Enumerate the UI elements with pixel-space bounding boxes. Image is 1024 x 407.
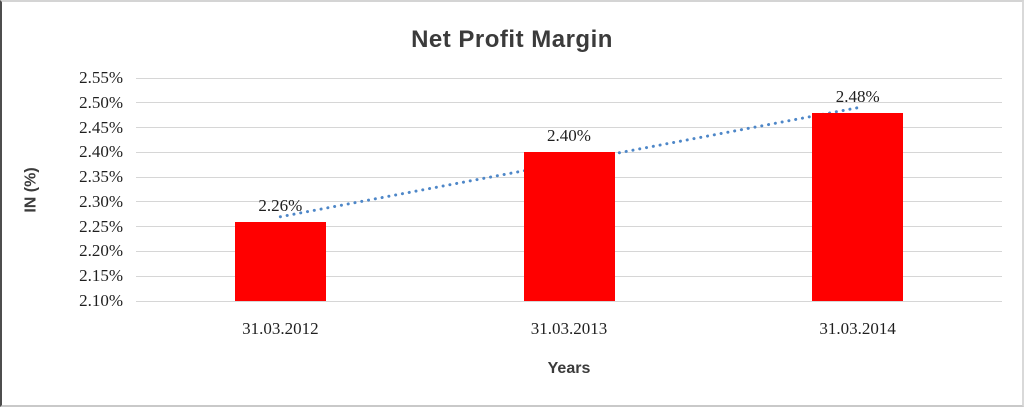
data-label: 2.48%: [835, 86, 880, 106]
bar: [234, 221, 326, 301]
y-tick-label: 2.15%: [79, 266, 123, 286]
y-tick-label: 2.50%: [79, 92, 123, 112]
y-tick-label: 2.30%: [79, 191, 123, 211]
chart-title: Net Profit Margin: [411, 26, 613, 53]
gridline: [136, 102, 1002, 104]
y-tick-label: 2.25%: [79, 216, 123, 236]
gridline: [136, 300, 1002, 302]
y-tick-label: 2.20%: [79, 241, 123, 261]
y-tick-label: 2.55%: [79, 68, 123, 87]
data-label: 2.26%: [258, 195, 303, 215]
y-tick-label: 2.45%: [79, 117, 123, 137]
y-axis-title-text: IN (%): [22, 166, 40, 213]
y-tick-label: 2.40%: [79, 142, 123, 162]
bar: [523, 152, 615, 301]
x-category-label: 31.03.2013: [530, 319, 608, 338]
trendline: [278, 106, 860, 219]
data-label: 2.40%: [547, 126, 591, 146]
gridline: [136, 127, 1002, 129]
gridline: [136, 77, 1002, 79]
x-axis-title: Years: [547, 360, 591, 377]
x-category-label: 31.03.2014: [819, 319, 896, 338]
x-category-label: 31.03.2012: [242, 319, 319, 338]
y-tick-label: 2.10%: [79, 291, 123, 310]
y-tick-label: 2.35%: [79, 167, 123, 187]
bar: [812, 112, 904, 301]
